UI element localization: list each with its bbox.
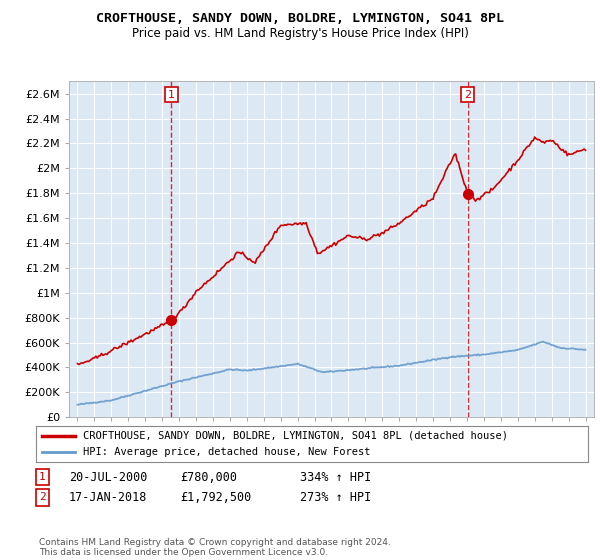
Text: 334% ↑ HPI: 334% ↑ HPI	[300, 470, 371, 484]
Text: 1: 1	[168, 90, 175, 100]
Text: Contains HM Land Registry data © Crown copyright and database right 2024.
This d: Contains HM Land Registry data © Crown c…	[39, 538, 391, 557]
Text: 2: 2	[464, 90, 471, 100]
Text: £780,000: £780,000	[180, 470, 237, 484]
Text: £1,792,500: £1,792,500	[180, 491, 251, 504]
Text: 1: 1	[39, 472, 46, 482]
Text: 17-JAN-2018: 17-JAN-2018	[69, 491, 148, 504]
Text: 20-JUL-2000: 20-JUL-2000	[69, 470, 148, 484]
Text: CROFTHOUSE, SANDY DOWN, BOLDRE, LYMINGTON, SO41 8PL (detached house): CROFTHOUSE, SANDY DOWN, BOLDRE, LYMINGTO…	[83, 431, 508, 441]
Text: HPI: Average price, detached house, New Forest: HPI: Average price, detached house, New …	[83, 447, 370, 457]
Text: 273% ↑ HPI: 273% ↑ HPI	[300, 491, 371, 504]
Text: CROFTHOUSE, SANDY DOWN, BOLDRE, LYMINGTON, SO41 8PL: CROFTHOUSE, SANDY DOWN, BOLDRE, LYMINGTO…	[96, 12, 504, 25]
Text: 2: 2	[39, 492, 46, 502]
Text: Price paid vs. HM Land Registry's House Price Index (HPI): Price paid vs. HM Land Registry's House …	[131, 27, 469, 40]
